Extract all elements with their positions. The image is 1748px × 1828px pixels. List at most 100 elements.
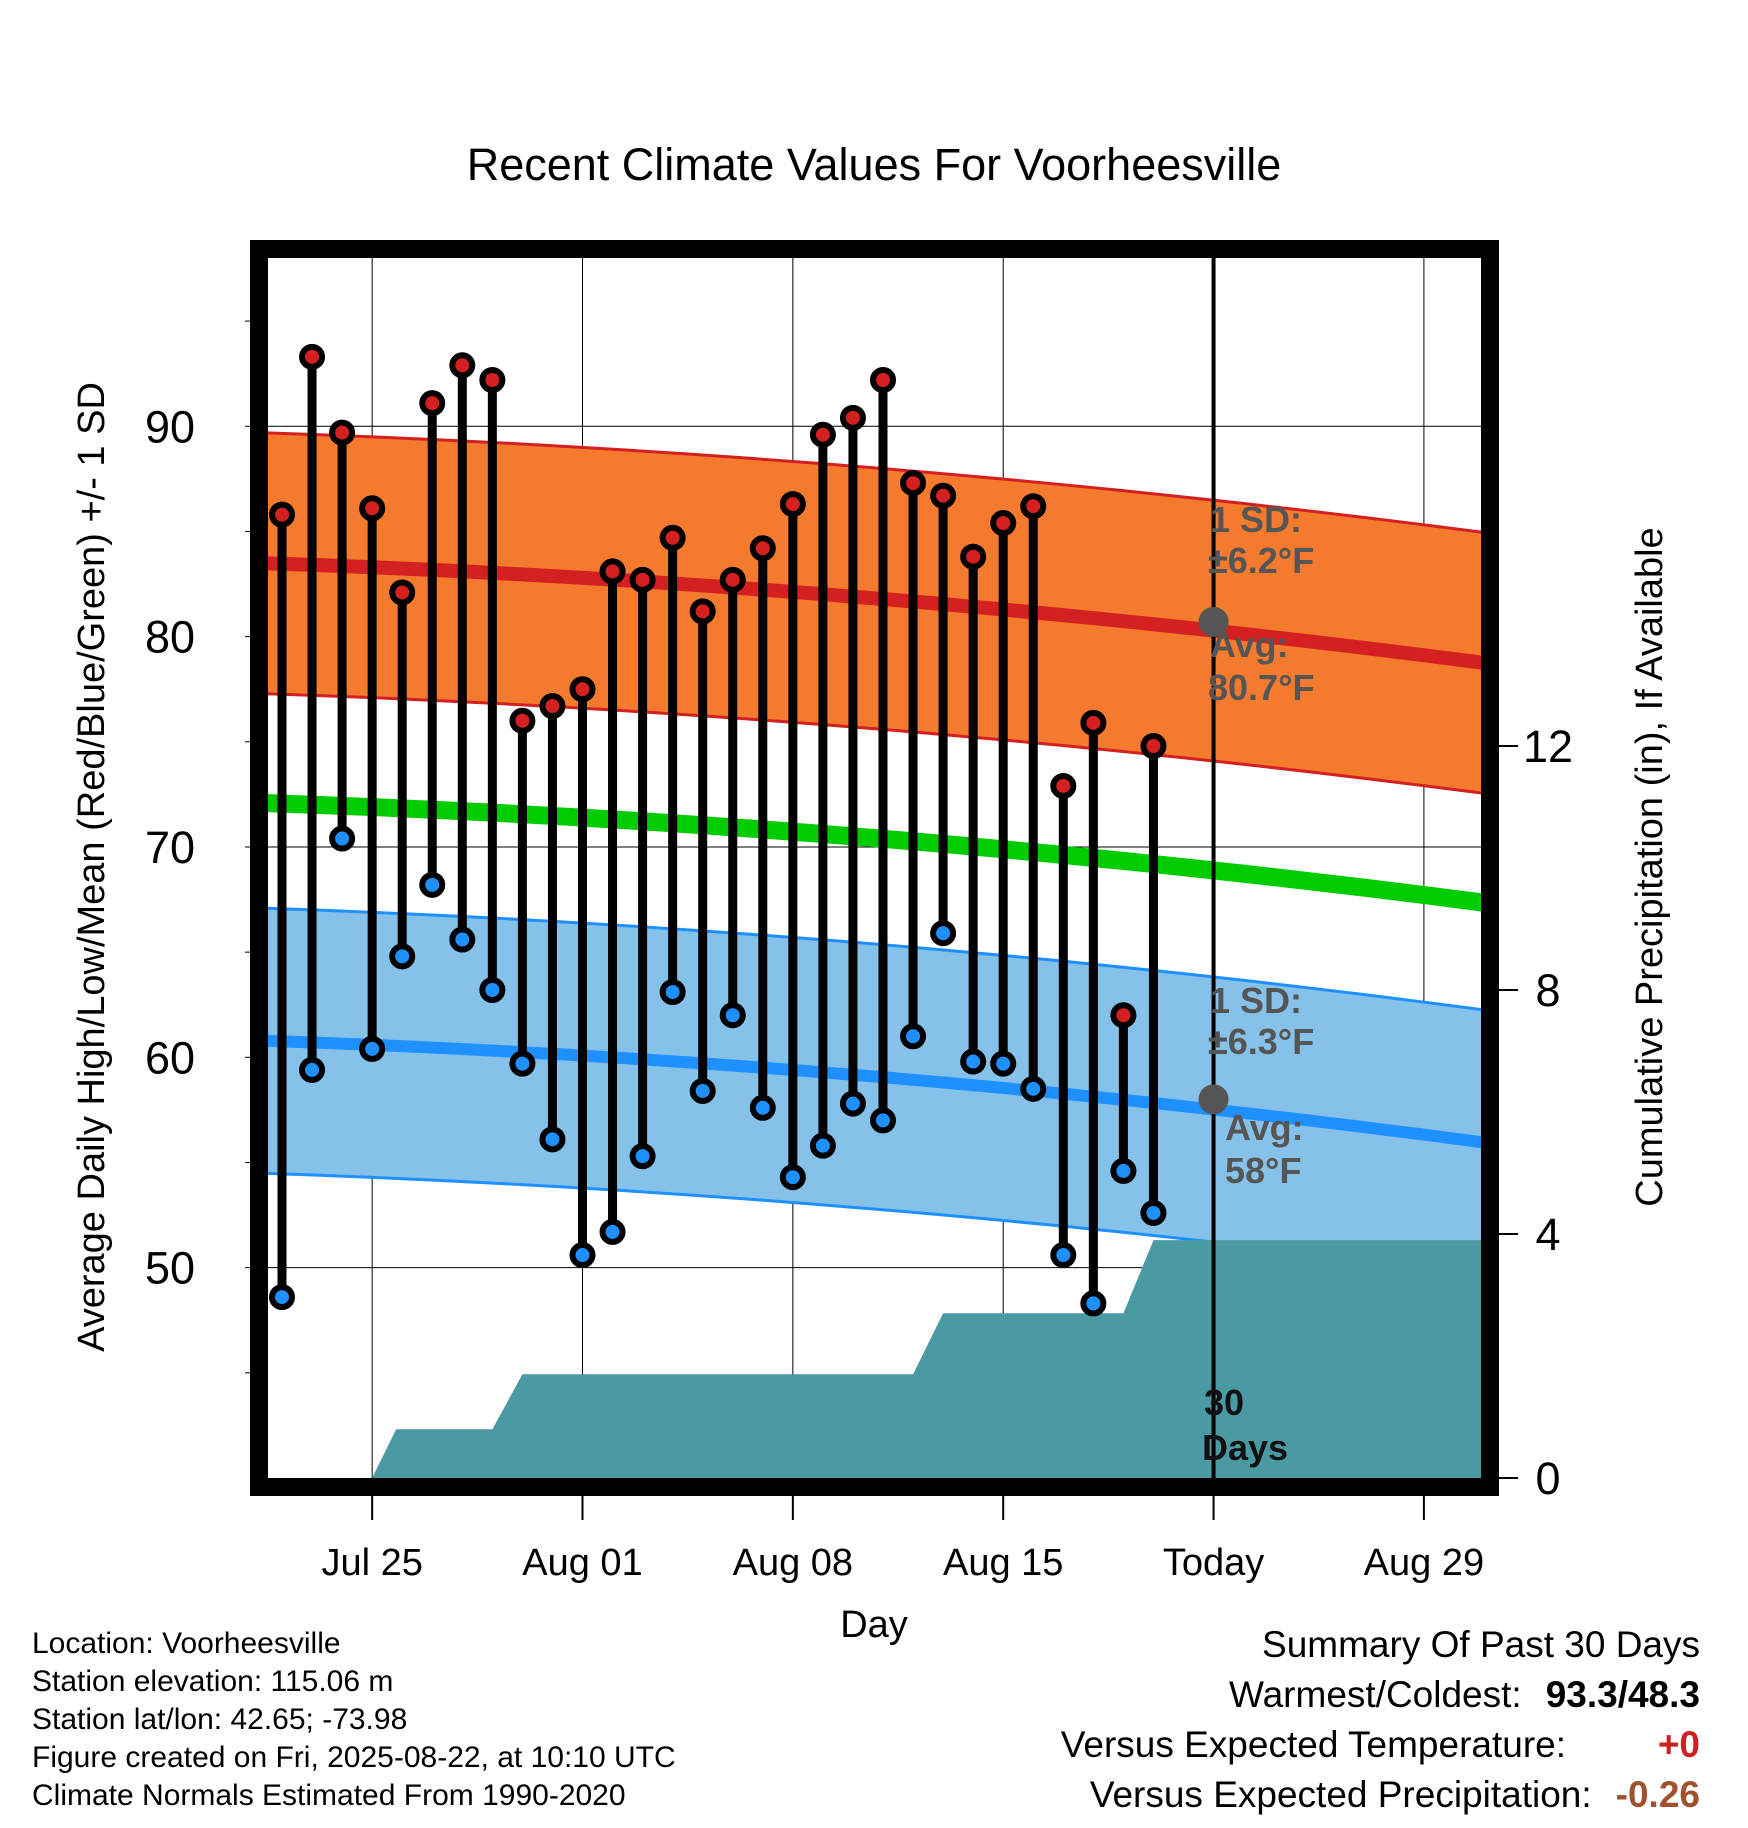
low-point (269, 1284, 295, 1311)
x-tick-label: Aug 08 (733, 1542, 853, 1584)
low-band (260, 908, 1490, 1276)
summary-title: Summary Of Past 30 Days (1262, 1624, 1700, 1665)
warm-cold-value: 93.3/48.3 (1545, 1674, 1700, 1715)
low-point (389, 943, 416, 970)
low-point (359, 1035, 386, 1062)
high-point (269, 501, 295, 528)
daily-range-stems (277, 356, 1158, 1304)
low-point (719, 1002, 746, 1029)
location-text: Location: Voorheesville (32, 1627, 341, 1660)
low-sd-value: ±6.3°F (1208, 1021, 1314, 1062)
y2-tick-label: 0 (1535, 1453, 1560, 1504)
high-point (900, 470, 927, 497)
elevation-text: Station elevation: 115.06 m (32, 1665, 394, 1698)
high-point (419, 390, 446, 417)
high-point (479, 367, 506, 393)
low-point (779, 1164, 806, 1191)
low-avg-value: 58°F (1225, 1150, 1301, 1191)
avg-markers (1198, 606, 1229, 1115)
high-point (839, 404, 866, 431)
low-sd-label: 1 SD: (1210, 980, 1302, 1021)
high-point (719, 566, 746, 593)
y-axis-label: Average Daily High/Low/Mean (Red/Blue/Gr… (71, 382, 113, 1352)
high-point (1020, 493, 1047, 520)
low-avg-label: Avg: (1225, 1107, 1304, 1148)
low-point (629, 1143, 656, 1170)
precip-row: Versus Expected Precipitation: -0.26 (1061, 1770, 1700, 1820)
low-point (990, 1050, 1017, 1077)
x-tick-label: Jul 25 (321, 1542, 422, 1584)
high-sd-value: ±6.2°F (1208, 540, 1314, 581)
low-point (870, 1107, 896, 1134)
x-axis-ticks: Jul 25 Aug 01 Aug 08 Aug 15 Today Aug 29 (321, 1496, 1484, 1584)
y2-tick-label: 8 (1535, 965, 1560, 1016)
temp-label: Versus Expected Temperature: (1060, 1724, 1566, 1765)
y-axis-ticks: 50 60 70 80 90 (145, 320, 250, 1374)
low-point (659, 979, 686, 1006)
high-point (809, 421, 836, 448)
low-point (419, 871, 446, 898)
high-point (870, 367, 896, 393)
high-point (930, 482, 957, 509)
latlon-text: Station lat/lon: 42.65; -73.98 (32, 1703, 408, 1736)
x-tick-label: Aug 01 (522, 1542, 642, 1584)
low-point (839, 1090, 866, 1117)
high-point (960, 543, 987, 570)
high-point (329, 419, 356, 446)
low-point (329, 825, 356, 852)
high-point (749, 535, 776, 562)
x-tick-label: Aug 29 (1364, 1542, 1484, 1584)
x-tick-label: Today (1163, 1542, 1264, 1584)
low-point (960, 1048, 987, 1075)
high-point (389, 579, 416, 606)
low-point (1140, 1199, 1167, 1226)
high-point (359, 495, 386, 522)
precip-area-shape (372, 1240, 1485, 1478)
days-label: Days (1202, 1427, 1288, 1468)
chart-title: Recent Climate Values For Voorheesville (467, 139, 1282, 190)
x-axis-label: Day (840, 1604, 908, 1646)
low-point (479, 977, 506, 1003)
high-point (689, 598, 716, 625)
summary-panel: Summary Of Past 30 Days Warmest/Coldest:… (1061, 1620, 1700, 1820)
y-tick-label: 60 (145, 1032, 195, 1083)
low-point (449, 926, 476, 953)
days-number: 30 (1204, 1382, 1244, 1423)
daily-points (269, 343, 1167, 1317)
high-point (629, 566, 656, 593)
y2-axis-ticks: 0 4 8 12 (1499, 721, 1573, 1504)
low-avg-marker (1198, 1084, 1229, 1115)
temp-value: +0 (1657, 1724, 1700, 1765)
y2-tick-label: 12 (1523, 721, 1573, 772)
low-point (1080, 1290, 1107, 1317)
temp-row: Versus Expected Temperature: +0 (1061, 1720, 1700, 1770)
warm-cold-row: Warmest/Coldest: 93.3/48.3 (1061, 1670, 1700, 1720)
high-band (260, 432, 1490, 795)
high-point (1050, 772, 1077, 799)
high-point (539, 693, 566, 720)
low-point (1050, 1242, 1077, 1269)
low-point (689, 1077, 716, 1104)
high-point (779, 491, 806, 518)
high-point (990, 510, 1017, 537)
x-tick-label: Aug 15 (943, 1542, 1063, 1584)
high-point (1110, 1002, 1137, 1029)
low-point (1110, 1157, 1137, 1184)
high-sd-label: 1 SD: (1210, 499, 1302, 540)
y-tick-label: 50 (145, 1243, 195, 1294)
high-point (1080, 709, 1107, 736)
y2-axis-label: Cumulative Precipitation (in), If Availa… (1629, 527, 1671, 1206)
low-point (539, 1126, 566, 1153)
low-point (809, 1132, 836, 1159)
annotations: 1 SD: ±6.2°F Avg: 80.7°F 1 SD: ±6.3°F Av… (1202, 499, 1314, 1468)
low-point (299, 1056, 326, 1083)
low-point (749, 1094, 776, 1121)
low-avg-line (260, 1034, 1490, 1150)
low-point (900, 1023, 927, 1050)
high-point (1140, 733, 1167, 759)
warm-cold-label: Warmest/Coldest: (1229, 1674, 1522, 1715)
low-point (930, 920, 957, 947)
y-tick-label: 70 (145, 822, 195, 873)
precip-label: Versus Expected Precipitation: (1089, 1774, 1592, 1815)
